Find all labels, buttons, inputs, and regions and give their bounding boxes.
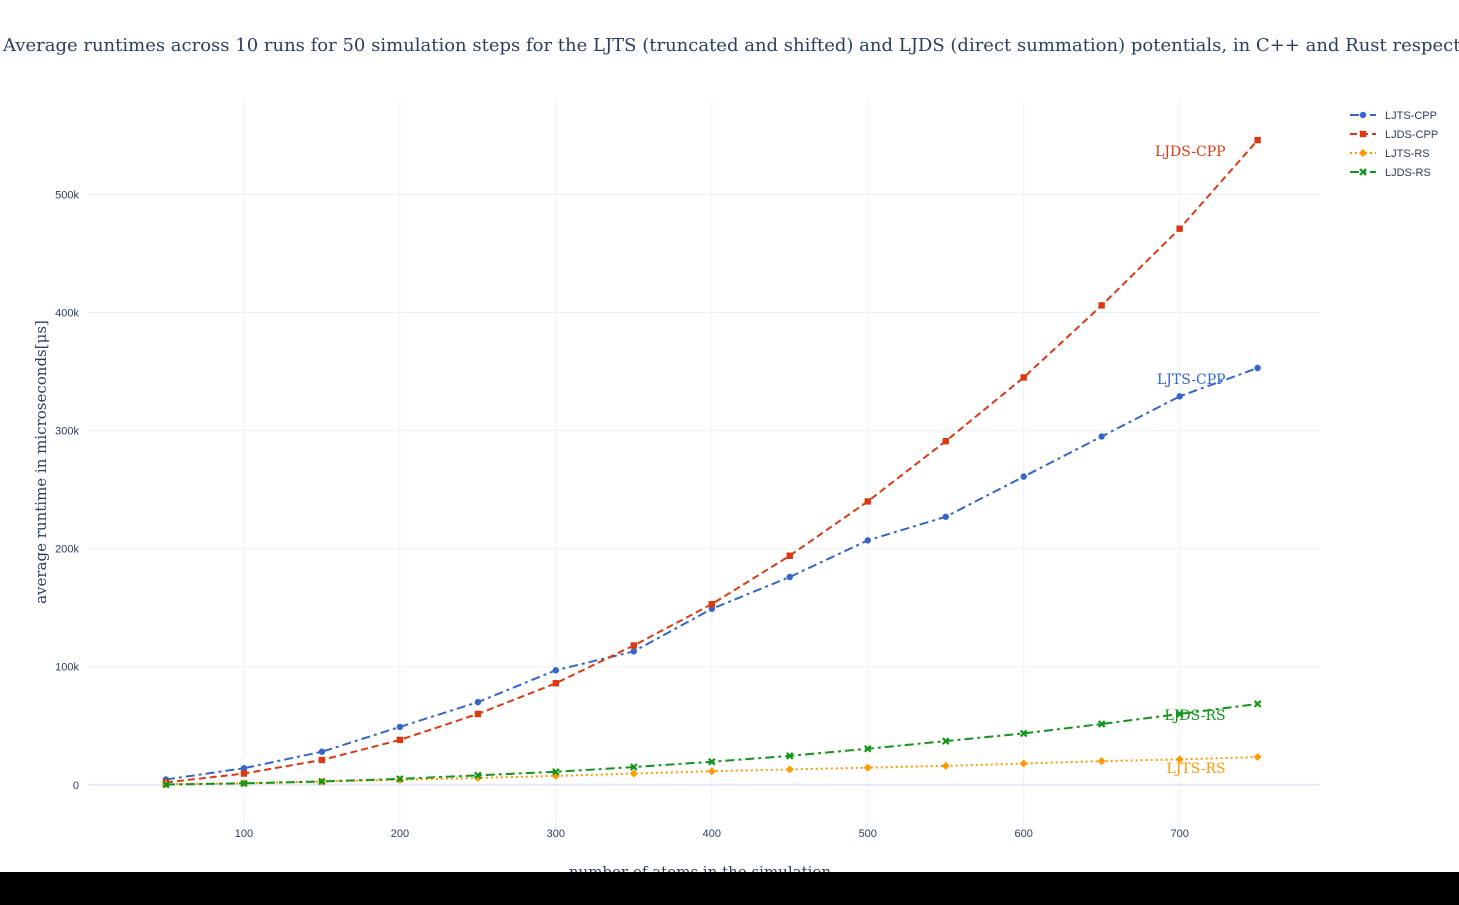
legend-item[interactable]: LJTS-CPP <box>1350 110 1437 122</box>
data-point <box>162 780 170 789</box>
data-point <box>708 757 716 766</box>
data-point <box>786 573 793 581</box>
y-tick-label: 100k <box>55 662 79 674</box>
data-point <box>396 723 404 731</box>
axis-ticks: 100 200 300 400 500 600 700 0 100k 200k 300k 400k 50… <box>55 189 1189 840</box>
series-ljts-cpp <box>162 364 1261 783</box>
bottom-black-bar <box>0 872 1459 905</box>
data-point <box>708 600 715 608</box>
data-point <box>941 737 950 745</box>
legend-label: LJDS-CPP <box>1385 129 1438 141</box>
data-point <box>1020 374 1027 381</box>
legend-item[interactable]: LJDS-CPP <box>1350 129 1438 141</box>
data-point <box>1176 225 1183 232</box>
chart-title: Average runtimes across 10 runs for 50 s… <box>2 35 1459 56</box>
series-line <box>165 139 1259 784</box>
data-point <box>630 648 638 655</box>
data-point <box>785 752 794 760</box>
x-tick-label: 700 <box>1170 828 1188 840</box>
data-point <box>1098 302 1105 309</box>
data-point <box>630 763 638 771</box>
data-point <box>474 771 482 780</box>
y-tick-label: 300k <box>55 426 79 438</box>
data-point <box>941 761 950 770</box>
data-point <box>942 438 949 445</box>
y-axis-title: average runtime in microseconds[μs] <box>32 320 50 604</box>
series-annotations: LJDS-CPP LJTS-CPP LJDS-RS LJTS-RS <box>1155 144 1226 777</box>
data-point <box>552 667 560 674</box>
x-tick-label: 500 <box>859 828 877 840</box>
data-point <box>1098 433 1105 440</box>
legend-item[interactable]: LJDS-RS <box>1350 167 1431 179</box>
series-ljds-rs <box>162 700 1262 789</box>
data-point <box>863 763 872 772</box>
x-tick-label: 100 <box>235 828 253 840</box>
data-point <box>1175 710 1184 718</box>
legend-item[interactable]: LJTS-RS <box>1350 148 1430 160</box>
series-lines <box>161 136 1262 789</box>
data-point <box>318 748 326 755</box>
legend[interactable]: LJTS-CPP LJDS-CPP LJTS-RS LJDS-RS <box>1350 110 1438 179</box>
data-point <box>552 768 560 776</box>
data-point <box>786 552 793 559</box>
data-point <box>240 770 248 777</box>
data-point <box>942 513 949 520</box>
x-tick-label: 400 <box>703 828 721 840</box>
data-point <box>863 744 872 753</box>
data-point <box>864 537 871 544</box>
x-tick-label: 300 <box>547 828 565 840</box>
data-point <box>396 736 404 744</box>
data-point <box>396 775 404 783</box>
data-point <box>1359 111 1367 119</box>
data-point <box>1175 755 1184 764</box>
x-tick-label: 200 <box>391 828 409 840</box>
data-point <box>1254 364 1261 372</box>
data-point <box>1097 720 1106 728</box>
data-point <box>1253 700 1262 708</box>
annotation-label: LJDS-RS <box>1165 708 1226 724</box>
data-point <box>1359 149 1367 157</box>
data-point <box>474 698 482 706</box>
data-point <box>1097 757 1106 766</box>
annotation-label: LJTS-CPP <box>1157 372 1226 388</box>
legend-label: LJTS-CPP <box>1385 110 1437 122</box>
data-point <box>474 710 482 718</box>
data-point <box>240 779 248 788</box>
data-point <box>552 680 560 687</box>
data-point <box>318 756 326 764</box>
data-point <box>707 767 716 776</box>
data-point <box>1253 753 1262 762</box>
y-tick-label: 500k <box>55 189 79 201</box>
gridlines <box>88 100 1320 832</box>
y-tick-label: 400k <box>55 308 79 320</box>
data-point <box>318 777 326 786</box>
data-point <box>1019 729 1028 738</box>
data-point <box>630 642 638 649</box>
data-point <box>864 498 871 505</box>
data-point <box>1019 759 1028 768</box>
annotation-label: LJTS-RS <box>1166 761 1225 777</box>
x-tick-label: 600 <box>1015 828 1033 840</box>
legend-label: LJTS-RS <box>1385 148 1430 160</box>
y-tick-label: 200k <box>55 544 79 556</box>
data-point <box>240 765 248 772</box>
data-point <box>1254 136 1261 144</box>
y-tick-label: 0 <box>73 780 79 792</box>
data-point <box>1020 473 1027 480</box>
data-point <box>629 769 638 778</box>
data-point <box>1176 393 1183 400</box>
data-point <box>785 765 794 774</box>
annotation-label: LJDS-CPP <box>1155 144 1226 160</box>
data-point <box>1359 130 1367 138</box>
data-point <box>1359 168 1367 176</box>
legend-label: LJDS-RS <box>1385 167 1431 179</box>
